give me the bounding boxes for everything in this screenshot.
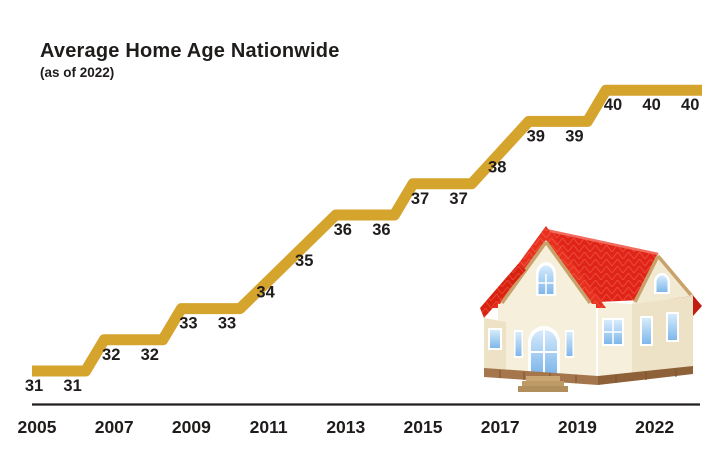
x-tick-label: 2022 [635, 417, 674, 437]
data-label: 37 [411, 190, 429, 208]
data-label: 39 [565, 127, 583, 145]
x-tick-label: 2015 [404, 417, 443, 437]
x-tick-label: 2011 [250, 417, 288, 437]
chart-subtitle: (as of 2022) [40, 65, 115, 80]
data-label: 34 [256, 283, 275, 301]
x-tick-label: 2019 [558, 417, 597, 437]
chart-plot-area: 31 31 32 32 33 33 34 35 36 36 37 37 38 39 39 40 40 40 2005… [18, 84, 702, 437]
data-label: 36 [372, 221, 390, 239]
data-label: 40 [642, 96, 660, 114]
x-tick-label: 2017 [481, 417, 520, 437]
data-label: 35 [295, 252, 313, 270]
page-title: Average Home Age Nationwide [40, 40, 340, 62]
data-label: 40 [604, 96, 622, 114]
title-block: Average Home Age Nationwide (as of 2022) [40, 40, 340, 80]
x-tick-label: 2013 [326, 417, 365, 437]
data-label: 38 [488, 159, 506, 177]
data-label: 37 [449, 190, 467, 208]
data-label: 31 [25, 377, 43, 395]
data-label: 32 [102, 346, 120, 364]
data-label: 36 [334, 221, 352, 239]
x-tick-label: 2005 [18, 417, 57, 437]
data-label: 31 [63, 377, 81, 395]
data-label: 39 [527, 127, 545, 145]
data-label: 33 [218, 315, 236, 333]
step-line-series [32, 84, 702, 377]
data-label: 40 [681, 96, 699, 114]
data-label: 33 [179, 315, 197, 333]
house-icon [480, 226, 702, 392]
x-tick-label: 2007 [95, 417, 134, 437]
data-label: 32 [141, 346, 159, 364]
x-tick-label: 2009 [172, 417, 211, 437]
